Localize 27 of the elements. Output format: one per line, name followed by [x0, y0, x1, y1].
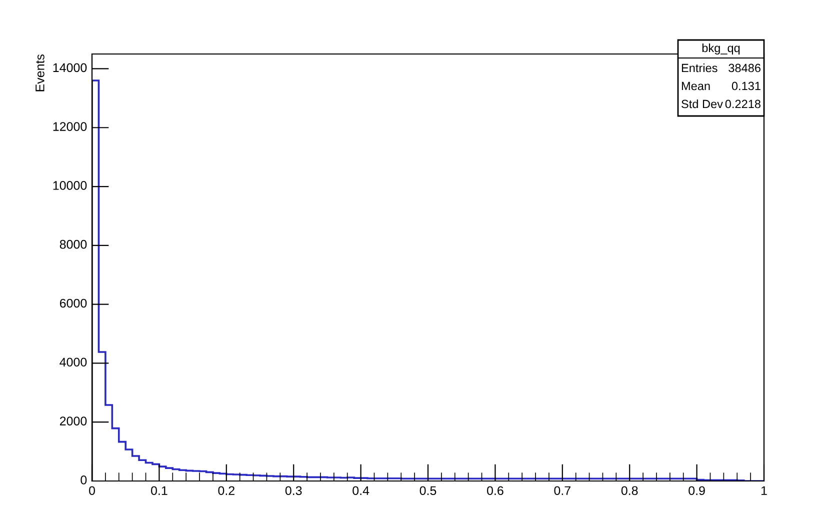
annotation: 38486 [728, 64, 760, 72]
annotation: 0.2218 [725, 100, 760, 108]
y-tick-label: 10000 [53, 181, 87, 190]
y-tick-label: 2000 [60, 416, 87, 426]
y-tick-label: 12000 [53, 122, 87, 131]
y-tick-label: 4000 [60, 358, 87, 367]
x-tick-label: 0.8 [621, 486, 638, 496]
y-tick-label: 6000 [60, 298, 87, 308]
y-tick-label: 14000 [53, 63, 87, 72]
x-tick-label: 0.7 [554, 486, 570, 496]
annotation: Entries [682, 64, 718, 72]
x-tick-label: 0.1 [151, 486, 168, 496]
x-tick-label: 0.9 [688, 486, 705, 496]
annotation: Std Dev [682, 100, 723, 108]
x-tick-label: 0.4 [352, 486, 370, 496]
x-tick-label: 0.2 [218, 486, 234, 496]
annotation: 0.131 [732, 82, 760, 90]
y-tick-label: 8000 [60, 240, 87, 249]
x-tick-label: 0.5 [420, 486, 436, 496]
x-tick-label: 1 [761, 486, 767, 495]
y-axis-title: Events [36, 54, 44, 92]
x-tick-label: 0.3 [285, 486, 302, 496]
x-tick-label: 0 [89, 486, 95, 496]
y-tick-label: 0 [80, 476, 87, 484]
annotation: bkg_qq [702, 44, 740, 55]
x-tick-label: 0.6 [487, 486, 504, 496]
annotation: Mean [682, 82, 710, 90]
